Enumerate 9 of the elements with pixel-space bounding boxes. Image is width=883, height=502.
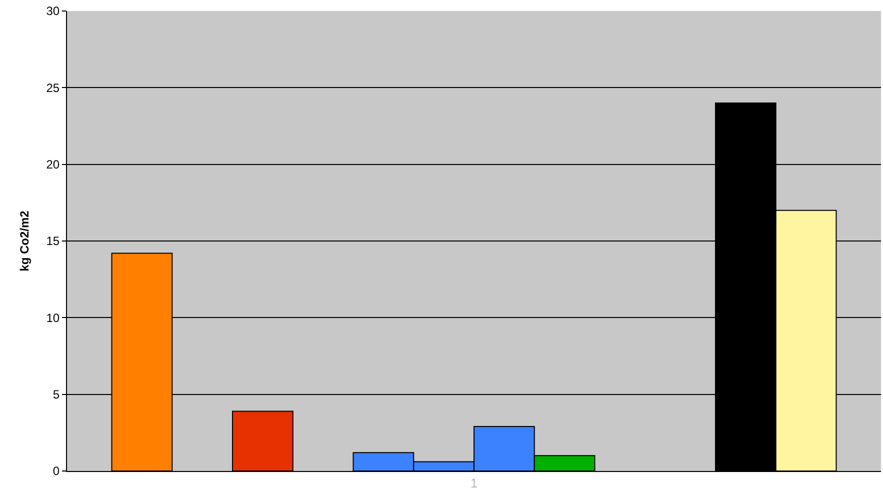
y-tick-label: 5 bbox=[52, 388, 60, 402]
y-tick-label: 25 bbox=[46, 80, 60, 95]
y-tick-label: 0 bbox=[52, 464, 60, 478]
x-tick-label: 1 bbox=[470, 476, 478, 491]
y-axis-title: kg Co2/m2 bbox=[18, 210, 32, 272]
y-tick-label: 15 bbox=[46, 234, 60, 248]
y-tick-label: 30 bbox=[46, 4, 60, 18]
y-tick-label: 20 bbox=[46, 158, 60, 172]
y-tick-label: 10 bbox=[46, 310, 60, 325]
